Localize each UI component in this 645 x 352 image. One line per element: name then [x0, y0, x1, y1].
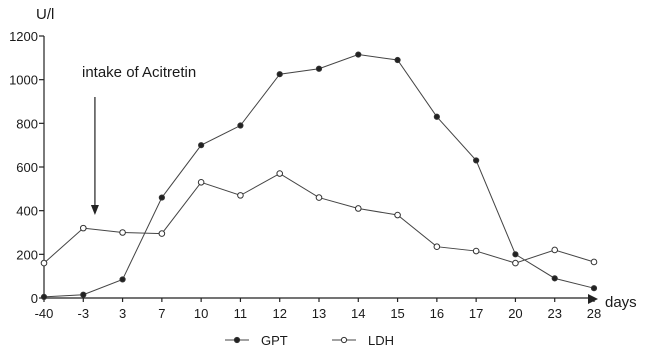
- data-point-ldh: [472, 247, 480, 255]
- data-point-gpt: [551, 275, 558, 282]
- data-point-gpt: [394, 56, 401, 64]
- x-tick-label: -40: [35, 306, 54, 321]
- data-point-ldh: [276, 170, 284, 177]
- x-tick-label: 7: [158, 306, 165, 321]
- annotation: intake of Acitretin: [82, 64, 196, 215]
- x-axis-arrow-icon: [588, 294, 598, 304]
- y-axis-unit-label: U/l: [36, 6, 54, 23]
- x-tick-label: 10: [194, 306, 208, 321]
- data-point-ldh: [433, 243, 441, 250]
- data-point-gpt: [315, 65, 323, 72]
- data-point-gpt: [237, 122, 244, 129]
- y-axis: 0 200 400 600 800 1000 1200: [9, 29, 45, 306]
- x-tick-label: 20: [508, 306, 522, 321]
- y-tick-label: 800: [16, 116, 38, 131]
- series-line-ldh: [43, 172, 595, 264]
- data-point-gpt: [473, 157, 480, 164]
- data-point-ldh: [354, 205, 362, 212]
- x-tick-label: 28: [587, 306, 601, 321]
- series-line-gpt: [43, 54, 595, 298]
- y-tick-label: 400: [16, 204, 38, 219]
- legend-marker: [340, 336, 348, 344]
- data-point-ldh: [512, 259, 519, 267]
- x-axis: -40 -3 3 7 10 11 12 13 14 15 16 17 20 23 28: [35, 297, 601, 321]
- data-point-ldh: [590, 258, 598, 266]
- data-point-gpt: [355, 51, 362, 58]
- data-point-ldh: [551, 246, 559, 254]
- y-tick-label: 200: [16, 247, 38, 262]
- data-point-ldh: [394, 211, 401, 219]
- x-tick-label: 16: [430, 306, 444, 321]
- y-tick-group: 0 200 400 600 800 1000 1200: [9, 29, 44, 306]
- x-tick-label: 13: [312, 306, 326, 321]
- x-tick-label: 3: [119, 306, 126, 321]
- x-tick-label: -3: [78, 306, 90, 321]
- data-point-ldh: [40, 259, 48, 267]
- data-point-gpt: [512, 251, 519, 258]
- series-ldh: [40, 170, 598, 267]
- annotation-text: intake of Acitretin: [82, 64, 196, 81]
- data-point-ldh: [237, 192, 244, 199]
- series-gpt: [40, 51, 598, 301]
- x-tick-label: 23: [547, 306, 561, 321]
- y-tick-label: 0: [31, 291, 38, 306]
- data-point-gpt: [80, 291, 87, 298]
- legend-marker: [233, 336, 241, 344]
- data-point-gpt: [590, 285, 598, 292]
- data-point-gpt: [433, 113, 440, 120]
- x-tick-label: 11: [234, 306, 248, 321]
- legend-label: GPT: [261, 333, 288, 348]
- x-tick-group: -40 -3 3 7 10 11 12 13 14 15 16 17 20 23 28: [35, 298, 601, 321]
- y-tick-label: 1000: [9, 73, 38, 88]
- data-point-ldh: [119, 229, 126, 236]
- legend-label: LDH: [368, 333, 394, 348]
- data-point-gpt: [198, 142, 205, 149]
- series-layer: [40, 51, 598, 301]
- data-point-ldh: [197, 178, 205, 186]
- data-point-gpt: [40, 293, 48, 301]
- data-point-ldh: [315, 194, 323, 201]
- annotation-arrow-icon: [90, 205, 99, 215]
- data-point-ldh: [79, 224, 87, 232]
- y-tick-label: 600: [16, 160, 38, 175]
- y-tick-label: 1200: [9, 29, 38, 44]
- data-point-ldh: [158, 230, 166, 237]
- x-tick-label: 17: [469, 306, 483, 321]
- data-point-gpt: [276, 71, 283, 78]
- legend: GPT LDH: [225, 333, 394, 348]
- legend-item-gpt: GPT: [225, 333, 288, 348]
- x-tick-label: 12: [272, 306, 286, 321]
- data-point-gpt: [119, 276, 126, 283]
- x-tick-label: 15: [390, 306, 404, 321]
- data-point-gpt: [158, 194, 165, 201]
- x-tick-label: 14: [351, 306, 365, 321]
- legend-item-ldh: LDH: [332, 333, 394, 348]
- x-axis-label: days: [605, 294, 637, 311]
